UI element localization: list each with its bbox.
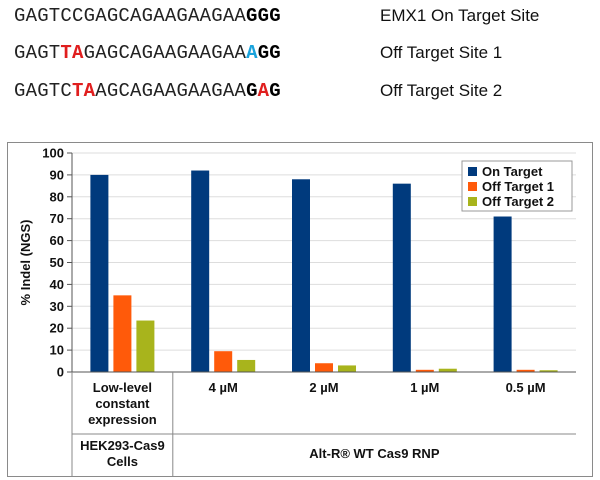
x-tick-label: 0.5 µM [506,380,546,395]
y-tick-label: 70 [50,211,64,226]
sequence-segment: GAGTCCGAGCAGAAGAAGAA [14,5,247,27]
bar-on-target [493,216,512,372]
sequence-row-on-target: GAGTCCGAGCAGAAGAAGAAGGG EMX1 On Target S… [14,2,539,30]
sequence-label: EMX1 On Target Site [380,6,540,25]
y-tick-label: 20 [50,321,64,336]
y-tick-label: 50 [50,255,64,270]
y-tick-label: 90 [50,167,64,182]
bar-on-target [392,183,411,372]
sequence-row-off-target-2: GAGTCTAAGCAGAAGAAGAAGAG Off Target Site … [14,77,502,105]
sequence-row-off-target-1: GAGTTAGAGCAGAAGAAGAAAGG Off Target Site … [14,39,502,67]
group-label: Cells [107,454,138,469]
sequence-segment: TA [60,42,84,64]
bar-on-target [292,179,310,372]
sequence-segment: GAGT [14,42,61,64]
sequence-segment: A [246,42,258,64]
y-tick-label: 60 [50,233,64,248]
legend-entry: Off Target 2 [482,194,554,209]
bar-off-target-2 [338,365,356,372]
sequence-segment: G [246,80,258,102]
sequence-segment: GG [257,42,281,64]
x-tick-label: Low-level [93,380,152,395]
y-axis-label: % Indel (NGS) [18,220,33,306]
sequence: GAGTCCGAGCAGAAGAAGAAGGG [14,5,380,27]
bar-off-target-2 [136,320,155,372]
x-tick-label: 1 µM [410,380,439,395]
sequence-segment: GGG [246,5,281,27]
x-tick-label: constant [95,396,150,411]
bar-off-target-1 [214,351,233,372]
legend-box [461,160,573,212]
bar-off-target-1 [315,363,333,372]
bar-off-target-2 [438,368,457,372]
y-tick-label: 80 [50,189,64,204]
y-tick-label: 30 [50,299,64,314]
sequence: GAGTTAGAGCAGAAGAAGAAAGG [14,42,380,64]
sequence-segment: A [257,80,270,102]
legend-swatch [468,167,477,176]
x-tick-label: 2 µM [309,380,338,395]
sequence-segment: TA [72,80,96,102]
group-label: HEK293-Cas9 [80,438,165,453]
sequence-segment: G [269,80,281,102]
bar-off-target-1 [516,369,535,372]
sequence-segment: AGCAGAAGAAGAA [95,80,247,102]
y-tick-label: 40 [50,277,64,292]
legend-entry: On Target [482,164,543,179]
sequence-segment: GAGCAGAAGAAGAA [83,42,247,64]
y-tick-label: 10 [50,343,64,358]
x-tick-label: 4 µM [209,380,238,395]
sequence-segment: GAGTC [14,80,73,102]
y-tick-label: 0 [57,365,64,380]
legend-entry: Off Target 1 [482,179,554,194]
group-label: Alt-R® WT Cas9 RNP [309,446,440,461]
y-tick-label: 100 [42,146,64,161]
sequence: GAGTCTAAGCAGAAGAAGAAGAG [14,80,380,102]
bar-off-target-2 [237,359,256,372]
bar-off-target-2 [539,370,558,372]
bar-off-target-1 [113,295,132,372]
legend-swatch [468,197,477,206]
x-tick-label: expression [88,412,157,427]
sequence-label: Off Target Site 1 [380,43,503,62]
legend-swatch [468,182,477,191]
bar-on-target [191,170,210,372]
bar-off-target-1 [415,369,434,372]
bar-on-target [90,174,109,372]
sequence-label: Off Target Site 2 [380,81,503,100]
